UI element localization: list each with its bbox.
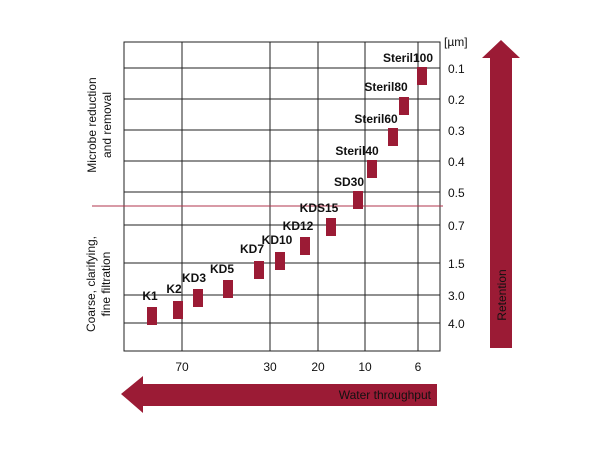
filter-label-kd12: KD12	[283, 219, 314, 233]
water-throughput-label: Water throughput	[339, 388, 432, 402]
y-tick-label: 0.3	[448, 124, 465, 138]
filter-marker-kd7	[254, 261, 264, 279]
region-label-microbe: Microbe reductionand removal	[85, 77, 114, 172]
y-tick-labels: 0.1 0.2 0.3 0.4 0.5 0.7 1.5 3.0 4.0	[448, 62, 465, 331]
y-tick-label: 4.0	[448, 317, 465, 331]
y-unit-label: [µm]	[444, 35, 468, 49]
filter-label-k2: K2	[166, 282, 182, 296]
filter-marker-k1	[147, 307, 157, 325]
filter-label-kd10: KD10	[262, 233, 293, 247]
filter-marker-kd5	[223, 280, 233, 298]
y-tick-label: 0.4	[448, 155, 465, 169]
filter-label-kds15: KDS15	[300, 201, 339, 215]
y-tick-label: 0.5	[448, 186, 465, 200]
retention-label: Retention	[495, 269, 509, 320]
filter-marker-steril40	[367, 160, 377, 178]
filter-marker-kd10	[275, 252, 285, 270]
filter-label-steril80: Steril80	[364, 80, 408, 94]
water-throughput-arrow	[121, 376, 437, 413]
filter-label-sd30: SD30	[334, 175, 364, 189]
y-tick-label: 0.2	[448, 93, 465, 107]
retention-arrow	[482, 40, 520, 348]
y-tick-label: 0.7	[448, 219, 465, 233]
filter-label-steril60: Steril60	[354, 112, 398, 126]
filter-label-steril40: Steril40	[335, 144, 379, 158]
plot-frame	[123, 41, 441, 352]
x-tick-label: 30	[263, 360, 277, 374]
filter-marker-kds15	[326, 218, 336, 236]
filter-label-kd3: KD3	[182, 271, 206, 285]
filter-marker-kd3	[193, 289, 203, 307]
x-tick-label: 6	[415, 360, 422, 374]
filter-marker-k2	[173, 301, 183, 319]
filter-marker-kd12	[300, 237, 310, 255]
filter-marker-sd30	[353, 191, 363, 209]
filter-label-k1: K1	[142, 289, 158, 303]
y-tick-label: 3.0	[448, 289, 465, 303]
x-tick-label: 20	[311, 360, 325, 374]
y-tick-label: 0.1	[448, 62, 465, 76]
filter-marker-steril60	[388, 128, 398, 146]
filter-label-kd5: KD5	[210, 262, 234, 276]
filter-marker-steril100	[417, 67, 427, 85]
x-tick-label: 10	[358, 360, 372, 374]
filter-label-kd7: KD7	[240, 242, 264, 256]
filter-label-steril100: Steril100	[383, 51, 433, 65]
filter-marker-steril80	[399, 97, 409, 115]
y-tick-label: 1.5	[448, 257, 465, 271]
x-tick-labels: 70 30 20 10 6	[175, 360, 421, 374]
x-tick-label: 70	[175, 360, 189, 374]
region-label-coarse: Coarse, clarifying,fine filtration	[84, 236, 113, 332]
